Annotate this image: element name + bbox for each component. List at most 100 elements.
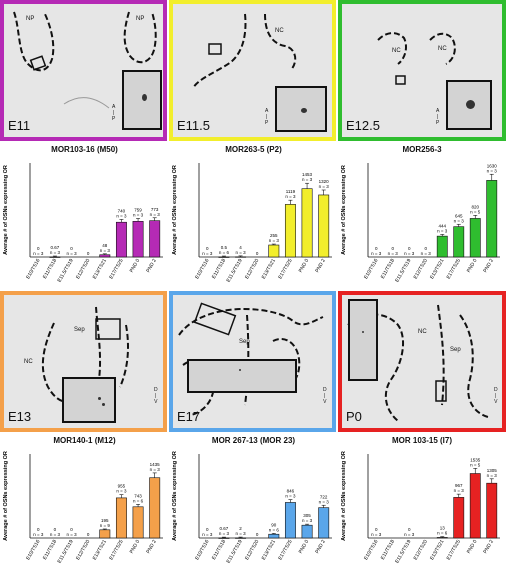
tissue-outline <box>377 32 456 85</box>
chart-title: MOR 267-13 (MOR 23) <box>211 436 296 445</box>
bar <box>235 537 247 539</box>
chart-title: MOR103-16 (M50) <box>51 145 118 154</box>
region-label: NP <box>136 16 145 22</box>
micrograph-panel-p0: NC Sep D | V P0 <box>338 291 506 432</box>
magnified-inset <box>446 80 492 130</box>
x-tick-label: E10/TS16 <box>363 539 379 561</box>
n-label: n = 3 <box>302 177 313 182</box>
x-tick-label: E10/TS16 <box>363 258 379 280</box>
value-label: 0 <box>408 246 411 251</box>
x-tick-label: E10/TS16 <box>25 258 41 280</box>
value-label: 773 <box>151 207 159 212</box>
region-label: NC <box>418 329 427 335</box>
n-label: n = 5 <box>470 209 481 214</box>
x-tick-label: PND 0 <box>298 258 311 274</box>
value-label: 0 <box>206 246 209 251</box>
x-tick-label: E10/TS16 <box>194 539 210 561</box>
n-label: n = 3 <box>202 532 213 537</box>
n-label: n = 3 <box>454 218 465 223</box>
value-label: 0 <box>375 527 378 532</box>
x-tick-label: PND 0 <box>129 539 142 555</box>
x-tick-label: E12/TS20 <box>244 258 260 280</box>
magnified-inset <box>62 377 116 423</box>
x-tick-label: E11/TS18 <box>211 539 227 561</box>
region-label: NC <box>275 28 284 34</box>
value-label: 1453 <box>302 172 313 177</box>
n-label: n = 3 <box>285 494 296 499</box>
tissue-outline <box>192 13 297 89</box>
n-label: n = 5 <box>470 462 481 467</box>
value-label: 1435 <box>150 462 161 467</box>
value-label: 2 <box>239 526 242 531</box>
chart-svg: Average # of OSNs expressing OR n = 30E10… <box>341 451 500 565</box>
n-label: n = 3 <box>437 228 448 233</box>
chart-svg: Average # of OSNs expressing OR n = 30E10… <box>172 163 332 284</box>
x-tick-label: E11.5/TS19 <box>57 258 75 284</box>
x-tick-label: E17/TS25 <box>277 539 293 561</box>
n-label: n = 3 <box>33 251 44 256</box>
n-label: n = 3 <box>404 532 415 537</box>
axis-orientation: A | P <box>112 104 116 122</box>
value-label: 1320 <box>319 179 330 184</box>
value-label: 0 <box>391 246 394 251</box>
value-label: 1305 <box>487 468 498 473</box>
value-label: 0.67 <box>51 245 60 250</box>
x-tick-label: PND 2 <box>145 258 158 274</box>
bar <box>301 524 313 539</box>
n-label: n = 3 <box>388 251 399 256</box>
bar <box>284 502 296 539</box>
magnified-inset <box>187 359 297 393</box>
n-label: n = 3 <box>66 251 77 256</box>
n-label: n = 6 <box>269 527 280 532</box>
x-tick-label: E17/TS25 <box>108 258 124 280</box>
axis-orientation: D | V <box>323 387 327 405</box>
bar <box>486 180 498 258</box>
n-label: n = 3 <box>100 248 111 253</box>
bar-chart-mor103-16: MOR103-16 (M50) Average # of OSNs expres… <box>0 145 169 291</box>
value-label: 444 <box>438 223 446 228</box>
x-tick-label: PND 0 <box>466 539 479 555</box>
x-tick-label: E13/TS21 <box>429 258 445 280</box>
n-label: n = 3 <box>235 250 246 255</box>
x-tick-label: E17/TS25 <box>277 258 293 280</box>
bar <box>486 482 498 539</box>
n-label: n = 3 <box>150 467 161 472</box>
n-label: n = 3 <box>371 532 382 537</box>
x-tick-label: E11/TS18 <box>42 258 58 280</box>
x-tick-label: E11.5/TS19 <box>57 539 75 565</box>
axis-orientation: D | V <box>494 387 498 405</box>
value-label: 645 <box>455 213 463 218</box>
n-label: n = 6 <box>219 250 230 255</box>
y-axis-label: Average # of OSNs expressing OR <box>3 165 9 255</box>
n-label: n = 3 <box>454 488 465 493</box>
micrograph-panel-e11: NP NP A | P E11 <box>0 0 167 141</box>
value-label: 0 <box>256 532 259 537</box>
chart-title: MOR140-1 (M12) <box>53 436 116 445</box>
value-label: 0 <box>87 251 90 256</box>
value-label: 846 <box>287 489 295 494</box>
value-label: 0 <box>206 527 209 532</box>
x-tick-label: E10/TS16 <box>194 258 210 280</box>
value-label: 48 <box>102 243 108 248</box>
bar <box>318 194 330 258</box>
bar <box>115 497 127 539</box>
value-label: 722 <box>320 494 328 499</box>
y-axis-label: Average # of OSNs expressing OR <box>341 165 347 255</box>
n-label: n = 3 <box>50 532 61 537</box>
x-tick-label: E12/TS20 <box>75 539 91 561</box>
x-tick-label: PND 0 <box>466 258 479 274</box>
value-label: 967 <box>455 483 463 488</box>
x-tick-label: E11.5/TS19 <box>394 258 412 284</box>
value-label: 90 <box>271 522 277 527</box>
bar-chart-mor256-3: MOR256-3 Average # of OSNs expressing OR… <box>338 145 506 291</box>
chart-title: MOR263-5 (P2) <box>225 145 282 154</box>
n-label: n = 6 <box>437 531 448 536</box>
value-label: 0 <box>256 251 259 256</box>
bar <box>132 506 144 539</box>
bar <box>268 533 280 539</box>
bar <box>318 507 330 539</box>
chart-title: MOR 103-15 (I7) <box>391 436 453 445</box>
x-tick-label: PND 2 <box>145 539 158 555</box>
magnified-inset <box>122 70 162 130</box>
n-label: n = 3 <box>116 213 127 218</box>
